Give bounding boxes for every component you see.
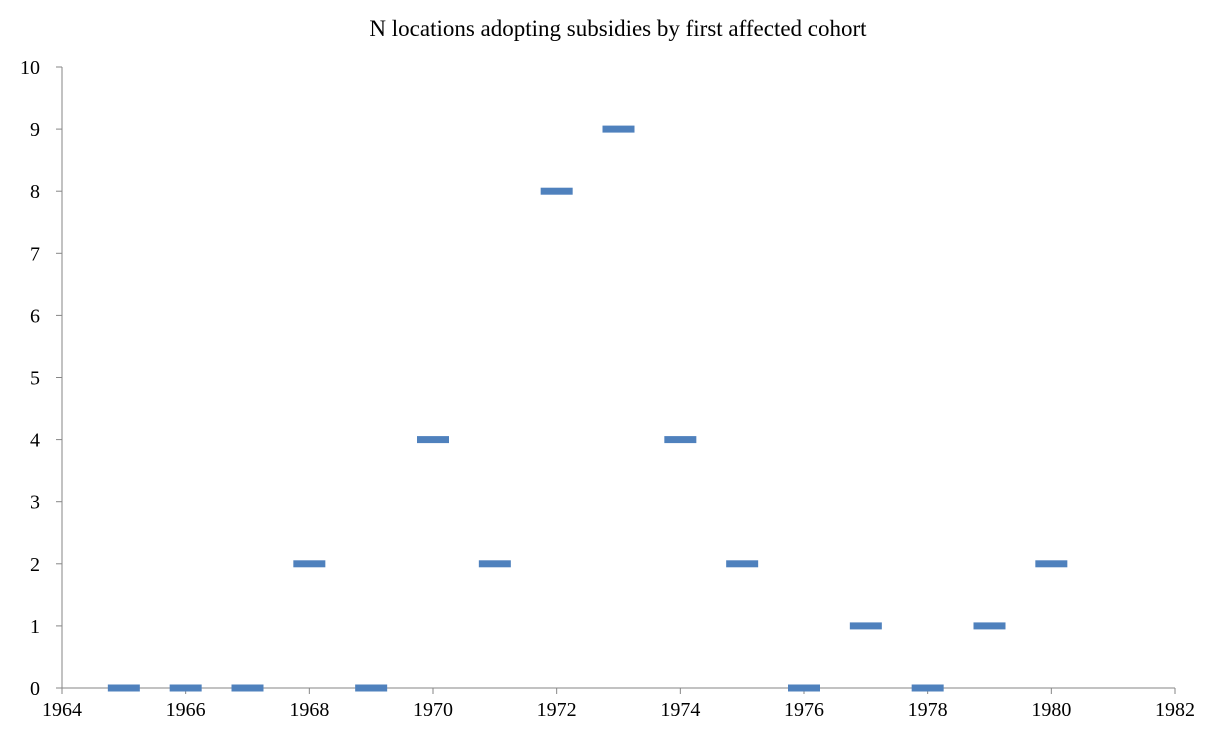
x-tick-label: 1970 (413, 699, 453, 721)
y-tick-label: 10 (20, 57, 40, 79)
y-tick-label: 7 (30, 243, 40, 265)
chart-title: N locations adopting subsidies by first … (369, 16, 867, 41)
x-tick-label: 1980 (1031, 699, 1071, 721)
x-tick-label: 1976 (784, 699, 824, 721)
point (664, 436, 697, 444)
x-tick-label: 1982 (1155, 699, 1195, 721)
y-tick-label: 4 (30, 430, 40, 452)
y-tick-label: 3 (30, 492, 40, 514)
y-tick-label: 2 (30, 554, 40, 576)
y-tick-label: 5 (30, 368, 40, 390)
point (788, 684, 820, 692)
y-tick-label: 6 (30, 305, 40, 327)
point (726, 560, 759, 568)
x-tick-label: 1964 (42, 699, 82, 721)
point (602, 125, 635, 133)
point (478, 560, 511, 568)
point (355, 684, 388, 692)
x-tick-label: 1966 (166, 699, 206, 721)
point (849, 622, 882, 630)
y-tick-label: 8 (30, 181, 40, 203)
y-tick-label: 0 (30, 678, 40, 700)
point (107, 684, 140, 692)
point (540, 187, 573, 195)
point (1035, 560, 1068, 568)
x-tick-label: 1978 (908, 699, 948, 721)
x-tick-label: 1974 (660, 699, 700, 721)
point (231, 684, 264, 692)
point (911, 684, 944, 692)
y-tick-label: 9 (30, 119, 40, 141)
x-tick-label: 1968 (289, 699, 329, 721)
point (417, 436, 449, 444)
x-tick-label: 1972 (537, 699, 577, 721)
point (169, 684, 202, 692)
y-tick-label: 1 (30, 616, 40, 638)
point (973, 622, 1006, 630)
point (293, 560, 326, 568)
